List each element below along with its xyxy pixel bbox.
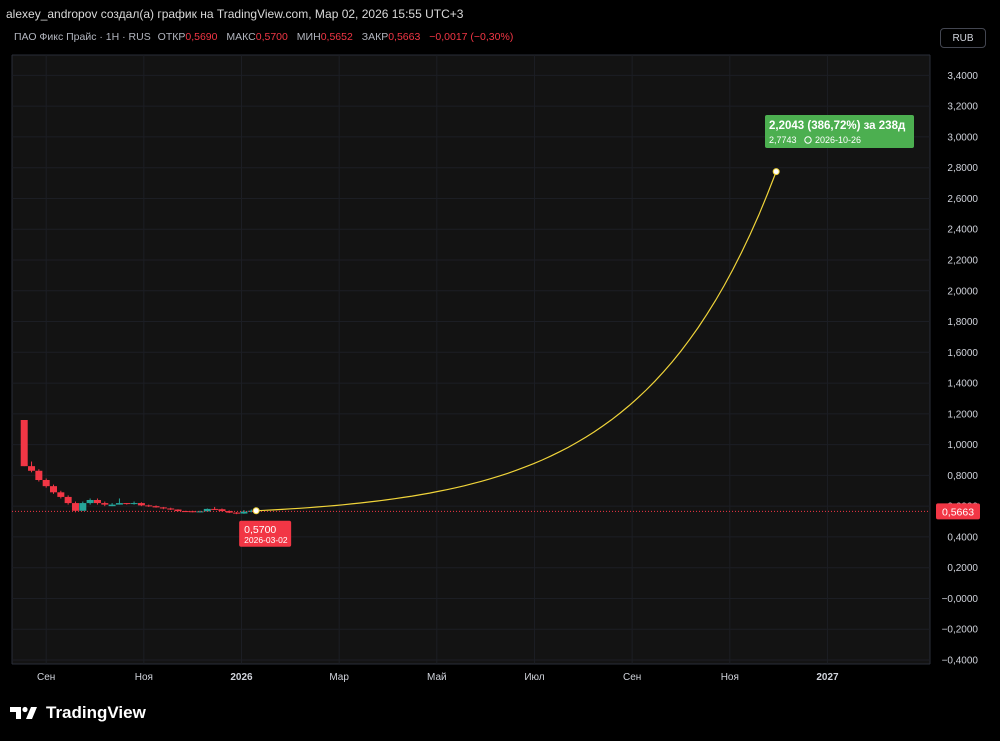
candle-body	[64, 496, 72, 504]
close-label: ЗАКР	[361, 31, 389, 43]
high-value: 0,5700	[255, 31, 288, 43]
candle-body	[108, 504, 116, 507]
candle-body	[152, 506, 160, 508]
x-tick-label: Ноя	[721, 672, 739, 683]
candle-body	[181, 511, 189, 513]
y-tick-label: 1,8000	[947, 317, 978, 328]
symbol-legend: ПАО Фикс Прайс · 1Н · RUS ОТКР0,5690 МАК…	[14, 31, 519, 43]
y-tick-label: 0,2000	[947, 563, 978, 574]
y-tick-label: 2,0000	[947, 286, 978, 297]
y-tick-label: 0,4000	[947, 532, 978, 543]
plot-area	[12, 55, 930, 664]
projection-target-change: 2,2043 (386,72%) за 238д	[769, 120, 906, 132]
y-tick-label: 1,6000	[947, 348, 978, 359]
x-tick-label: Мар	[329, 672, 349, 683]
low-label: МИН	[296, 31, 321, 43]
candle-body	[42, 480, 50, 487]
brand-name: TradingView	[46, 703, 146, 722]
last-price-label: 0,5663	[942, 506, 974, 518]
x-tick-label: Сен	[623, 672, 641, 683]
candle-body	[57, 492, 65, 497]
candle-body	[20, 420, 28, 467]
change-value: −0,0017 (−0,30%)	[429, 31, 514, 43]
candle-body	[50, 486, 58, 493]
y-tick-label: 1,0000	[947, 440, 978, 451]
y-tick-label: −0,4000	[942, 656, 979, 667]
projection-start-date: 2026-03-02	[244, 535, 288, 545]
candle-body	[203, 508, 211, 512]
attribution-text: alexey_andropov создал(а) график на Trad…	[6, 7, 464, 21]
projection-target-badge	[765, 115, 914, 148]
close-value: 0,5663	[388, 31, 421, 43]
open-label: ОТКР	[157, 31, 186, 43]
candle-body	[145, 505, 153, 507]
candle-body	[159, 507, 167, 509]
candle-body	[196, 511, 204, 513]
candle-body	[211, 508, 219, 510]
symbol-name: ПАО Фикс Прайс · 1Н · RUS	[14, 31, 151, 43]
x-tick-label: Июл	[524, 672, 544, 683]
candle-body	[86, 500, 94, 504]
candle-body	[130, 503, 138, 505]
candle-body	[174, 509, 182, 512]
candle-body	[123, 503, 131, 505]
y-tick-label: 1,2000	[947, 409, 978, 420]
candle-body	[35, 470, 43, 480]
tradingview-logo[interactable]: TradingView	[10, 703, 146, 723]
y-tick-label: 2,6000	[947, 194, 978, 205]
low-value: 0,5652	[320, 31, 353, 43]
y-tick-label: 3,0000	[947, 132, 978, 143]
tradingview-logo-icon	[10, 706, 37, 719]
clock-icon	[804, 136, 812, 144]
y-tick-label: 1,4000	[947, 379, 978, 390]
y-tick-label: 2,8000	[947, 163, 978, 174]
projection-start-badge	[239, 520, 292, 547]
y-tick-label: 3,2000	[947, 102, 978, 113]
open-value: 0,5690	[185, 31, 218, 43]
candle-body	[225, 511, 233, 513]
currency-button[interactable]: RUB	[940, 28, 986, 48]
y-tick-label: 3,4000	[947, 71, 978, 82]
y-tick-label: 2,4000	[947, 225, 978, 236]
candle-body	[218, 509, 226, 512]
candle-body	[240, 511, 248, 514]
x-tick-label: 2026	[230, 672, 253, 683]
projection-target-value: 2,7743	[769, 135, 797, 145]
last-price-badge	[936, 503, 980, 520]
candle-body	[137, 503, 145, 506]
projection-curve	[256, 171, 777, 512]
y-tick-label: −0,2000	[942, 625, 979, 636]
high-label: МАКС	[226, 31, 256, 43]
y-tick-label: −0,0000	[942, 594, 979, 605]
projection-start-price: 0,5700	[244, 524, 276, 536]
candle-body	[71, 503, 79, 511]
candle-body	[233, 512, 241, 514]
candle-body	[28, 466, 36, 471]
x-tick-label: Ноя	[135, 672, 153, 683]
projection-target-date: 2026-10-26	[815, 135, 861, 145]
projection-end-point	[772, 168, 780, 176]
candle-body	[115, 503, 123, 505]
x-tick-label: 2027	[816, 672, 839, 683]
candle-body	[247, 510, 255, 512]
candle-body	[79, 503, 87, 511]
x-tick-label: Сен	[37, 672, 55, 683]
y-tick-label: 0,8000	[947, 471, 978, 482]
candle-body	[101, 503, 109, 505]
candle-body	[93, 500, 101, 504]
candle-body	[167, 508, 175, 510]
projection-start-point	[252, 507, 260, 515]
x-tick-label: Май	[427, 672, 447, 683]
y-tick-label: 2,2000	[947, 256, 978, 267]
